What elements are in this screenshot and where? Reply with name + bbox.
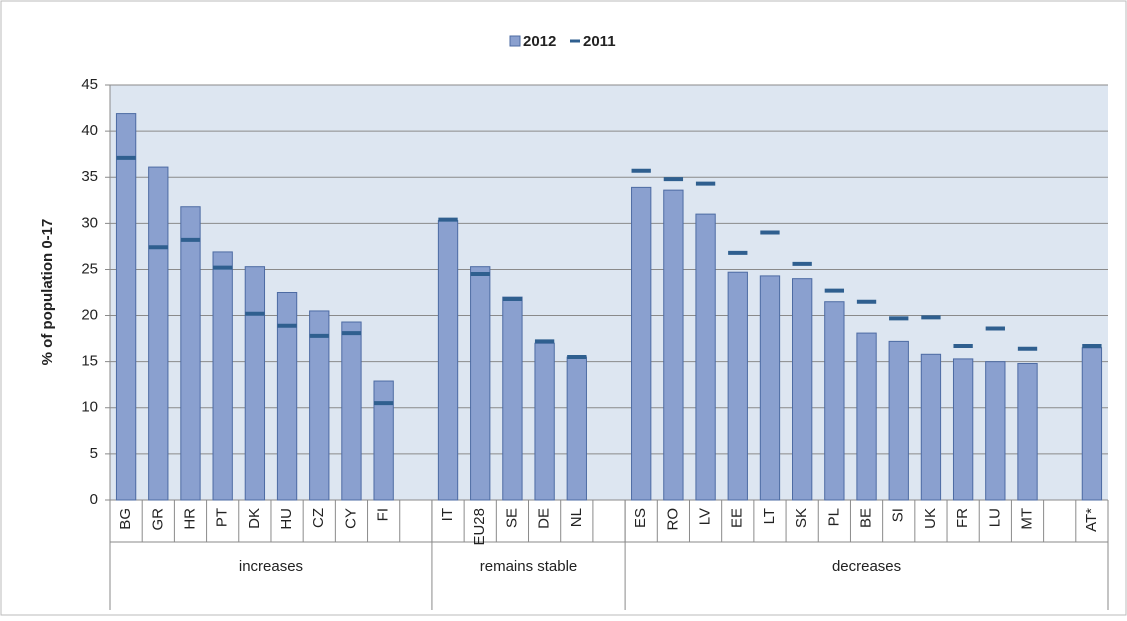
bar <box>244 266 266 501</box>
y-tick-label: 5 <box>90 445 98 462</box>
bar <box>888 340 909 501</box>
bar <box>534 342 555 501</box>
y-tick-label: 45 <box>81 76 98 93</box>
bar <box>566 356 587 501</box>
group-label: decreases <box>832 558 901 575</box>
x-tick-label: SE <box>503 508 520 528</box>
x-tick-label: RO <box>664 508 681 531</box>
bar <box>309 310 330 501</box>
legend-label: 2011 <box>583 33 616 50</box>
x-tick-label: MT <box>1018 508 1035 530</box>
y-tick-label: 0 <box>90 491 98 508</box>
x-tick-label: PT <box>214 508 231 527</box>
x-tick-label: UK <box>922 508 939 529</box>
x-tick-label: LT <box>761 508 778 524</box>
bar <box>663 189 684 501</box>
bar <box>437 220 459 501</box>
x-tick-label: CZ <box>310 508 327 528</box>
x-tick-label: SI <box>890 508 907 522</box>
x-tick-label: BE <box>858 508 875 528</box>
x-tick-label: NL <box>568 508 585 527</box>
bar <box>695 213 716 501</box>
bar <box>180 206 201 501</box>
y-tick-label: 15 <box>81 353 98 370</box>
x-tick-label: LV <box>697 508 714 525</box>
y-axis-label: % of population 0-17 <box>39 219 56 366</box>
bar <box>824 301 845 501</box>
bar <box>985 361 1006 501</box>
x-tick-label: SK <box>793 508 810 528</box>
group-label: increases <box>239 558 303 575</box>
bar <box>115 113 137 501</box>
y-tick-label: 25 <box>81 260 98 277</box>
x-tick-label: EE <box>729 508 746 528</box>
x-tick-label: DK <box>246 508 263 529</box>
bar <box>759 275 781 501</box>
legend-label: 2012 <box>523 33 556 50</box>
x-tick-label: IT <box>439 508 456 521</box>
bar <box>373 380 394 501</box>
bar <box>212 251 233 501</box>
bar <box>276 292 298 501</box>
group-label: remains stable <box>480 558 578 575</box>
bar <box>148 166 169 501</box>
y-tick-label: 40 <box>81 122 98 139</box>
y-tick-label: 30 <box>81 214 98 231</box>
x-tick-label: HU <box>278 508 295 530</box>
bar <box>631 186 652 501</box>
bar <box>341 321 362 501</box>
x-tick-label: AT* <box>1083 508 1100 532</box>
x-tick-label: CY <box>342 508 359 529</box>
bar <box>727 271 748 501</box>
bar <box>920 353 942 501</box>
x-tick-label: HR <box>181 508 198 530</box>
x-tick-label: ES <box>632 508 649 528</box>
x-tick-label: EU28 <box>471 508 488 546</box>
x-tick-label: PL <box>825 508 842 526</box>
x-tick-label: GR <box>149 508 166 531</box>
x-tick-label: FI <box>375 508 392 521</box>
x-tick-label: FR <box>954 508 971 528</box>
bar <box>1017 363 1038 501</box>
bar <box>856 332 877 501</box>
bar <box>952 358 974 501</box>
y-tick-label: 20 <box>81 307 98 324</box>
bar <box>792 278 813 501</box>
bar <box>470 266 491 501</box>
legend-swatch <box>509 35 521 47</box>
x-tick-label: DE <box>536 508 553 529</box>
bar <box>502 296 523 501</box>
x-tick-label: BG <box>117 508 134 530</box>
y-tick-label: 10 <box>81 399 98 416</box>
plot-area <box>110 85 1108 500</box>
y-tick-label: 35 <box>81 168 98 185</box>
x-tick-label: LU <box>986 508 1003 527</box>
bar <box>1081 347 1103 501</box>
